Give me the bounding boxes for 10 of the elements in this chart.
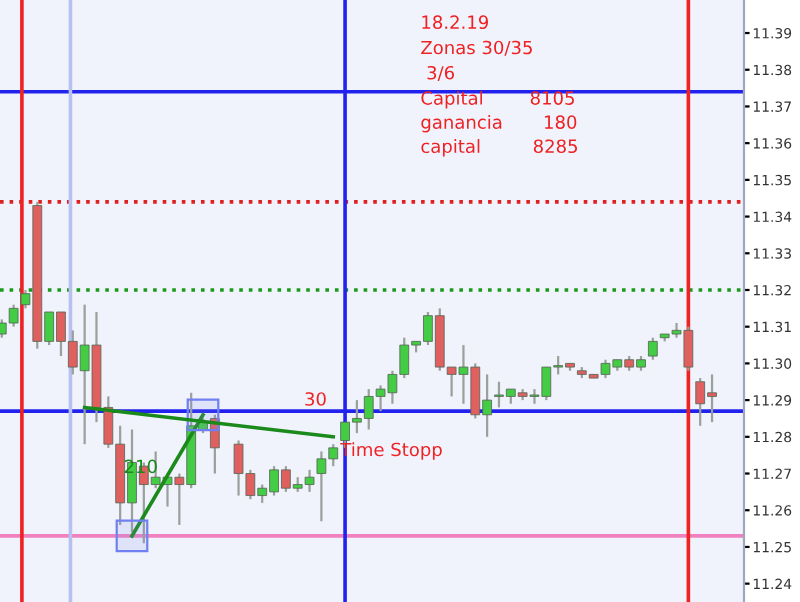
annotation: ganancia 180 [421,114,577,133]
annotation: Capital 8105 [421,90,574,109]
annotation: 30 [305,392,326,406]
annotation: capital 8285 [421,139,578,157]
annotation: Zonas 30/35 [421,40,532,56]
annotation: 210 [124,459,157,474]
candlestick [647,336,658,361]
candlestick [8,303,19,328]
annotation: 3/6 [427,65,455,82]
annotation: 18.2.19 [422,15,489,30]
